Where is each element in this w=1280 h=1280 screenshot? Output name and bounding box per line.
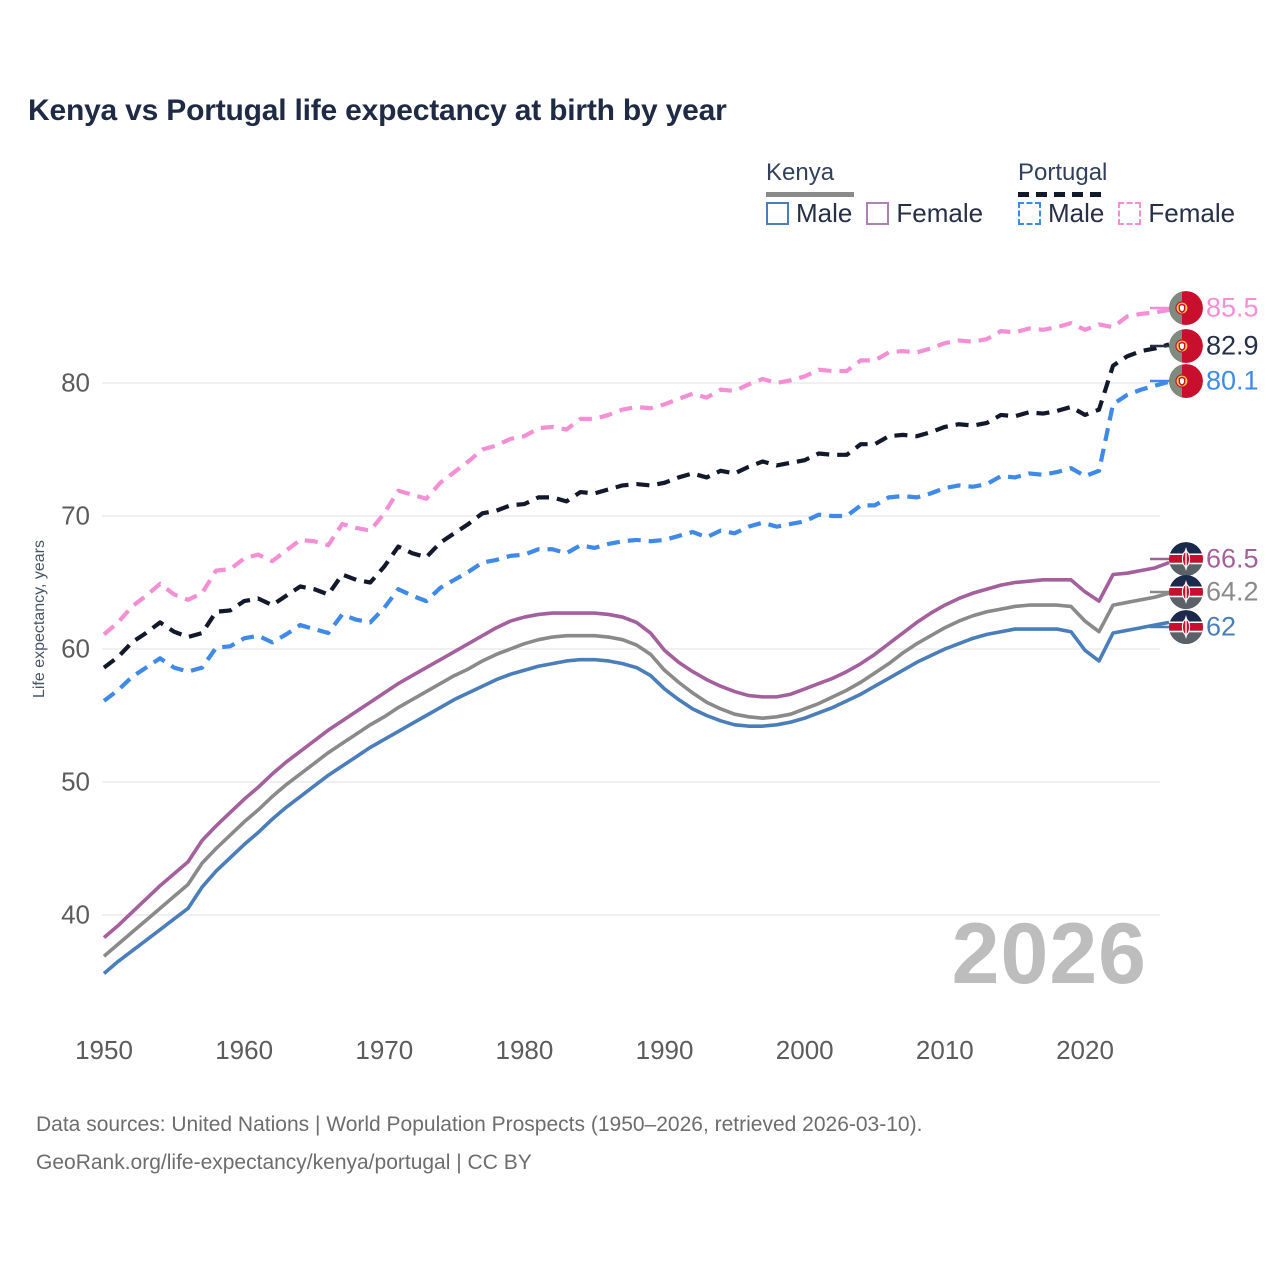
legend-label-kenya-female: Female [896,198,984,228]
footer-line-2: GeoRank.org/life-expectancy/kenya/portug… [36,1151,532,1174]
x-tick-label: 1990 [635,1035,694,1065]
legend-label-kenya-male: Male [796,198,853,228]
x-tick-label: 2000 [775,1035,834,1065]
x-tick-label: 1950 [75,1035,133,1065]
legend-group-kenya: Kenya Male Female [766,159,983,226]
x-tick-label: 1960 [215,1035,274,1065]
y-tick-label: 50 [61,766,90,797]
series-line [102,307,1170,636]
legend-label-portugal-male: Male [1048,198,1105,228]
legend-swatch-kenya-female [866,201,890,225]
portugal-flag-icon [1169,364,1203,398]
x-tick-label: 2010 [915,1035,974,1065]
x-tick-label: 1980 [495,1035,554,1065]
kenya-flag-icon [1169,542,1203,576]
kenya-flag-icon [1169,575,1203,609]
series-line [102,342,1170,670]
year-watermark: 2026 [951,906,1147,1002]
legend-rule-kenya [766,192,854,197]
x-tick-label: 1970 [355,1035,414,1065]
end-value-label: 82.9 [1206,330,1259,361]
chart-footer: Data sources: United Nations | World Pop… [36,1106,922,1182]
legend-rule-portugal [1018,192,1106,197]
legend-item-kenya-male[interactable]: Male [766,200,852,226]
y-tick-label: 70 [61,500,90,531]
legend-item-portugal-female[interactable]: Female [1118,200,1235,226]
legend-item-kenya-female[interactable]: Female [866,200,983,226]
legend-swatch-portugal-male [1018,201,1041,225]
end-value-label: 66.5 [1206,543,1259,574]
y-axis-title: Life expectancy, years [31,540,48,699]
y-tick-label: 60 [61,633,90,664]
legend-country-kenya: Kenya [766,159,835,186]
end-value-label: 64.2 [1206,576,1259,607]
kenya-flag-icon [1169,610,1203,644]
series-line [102,560,1170,939]
end-value-label: 80.1 [1206,365,1259,396]
legend-label-portugal-female: Female [1148,198,1236,228]
page-title: Kenya vs Portugal life expectancy at bir… [28,94,727,127]
legend-swatch-kenya-male [766,201,789,225]
chart-legend: Kenya Male Female Portugal Male [760,160,1260,240]
x-tick-label: 2020 [1056,1035,1114,1065]
footer-line-1: Data sources: United Nations | World Pop… [36,1113,923,1136]
legend-country-portugal: Portugal [1018,159,1108,186]
series-line [102,620,1170,975]
end-value-label: 85.5 [1206,292,1259,323]
legend-group-portugal: Portugal Male Female [1018,159,1235,226]
portugal-flag-icon [1169,329,1203,363]
y-tick-label: 40 [61,899,90,930]
end-value-label: 62 [1206,611,1237,642]
series-line [102,379,1170,703]
series-line [102,591,1170,958]
legend-item-portugal-male[interactable]: Male [1018,200,1104,226]
portugal-flag-icon [1169,291,1203,325]
y-tick-label: 80 [61,367,90,398]
legend-swatch-portugal-female [1118,201,1142,225]
